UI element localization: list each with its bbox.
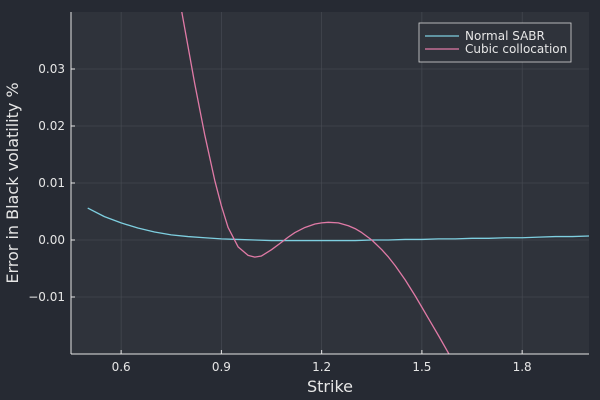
y-tick-label: 0.03 [38, 62, 65, 76]
y-tick-label: 0.00 [38, 233, 65, 247]
series-line-normal-sabr [87, 207, 589, 242]
series-layer [87, 12, 589, 354]
x-tick-label: 1.2 [312, 360, 331, 374]
x-tick-label: 0.9 [212, 360, 231, 374]
x-tick-label: 1.8 [513, 360, 532, 374]
axes [70, 12, 589, 355]
legend-label: Normal SABR [465, 29, 545, 43]
series-line-cubic-collocation [181, 12, 450, 354]
y-tick-label: −0.01 [28, 290, 65, 304]
tick-labels: 0.6 0.9 1.2 1.5 1.8 −0.01 0.00 0.01 0.02 0.03 [28, 62, 531, 374]
x-tick-label: 1.5 [412, 360, 431, 374]
y-tick-label: 0.01 [38, 176, 65, 190]
y-tick-label: 0.02 [38, 119, 65, 133]
y-axis-label: Error in Black volatility % [3, 82, 22, 283]
legend-box [418, 22, 572, 63]
legend-label: Cubic collocation [465, 42, 567, 56]
x-axis-label: Strike [307, 377, 353, 396]
x-tick-label: 0.6 [112, 360, 131, 374]
